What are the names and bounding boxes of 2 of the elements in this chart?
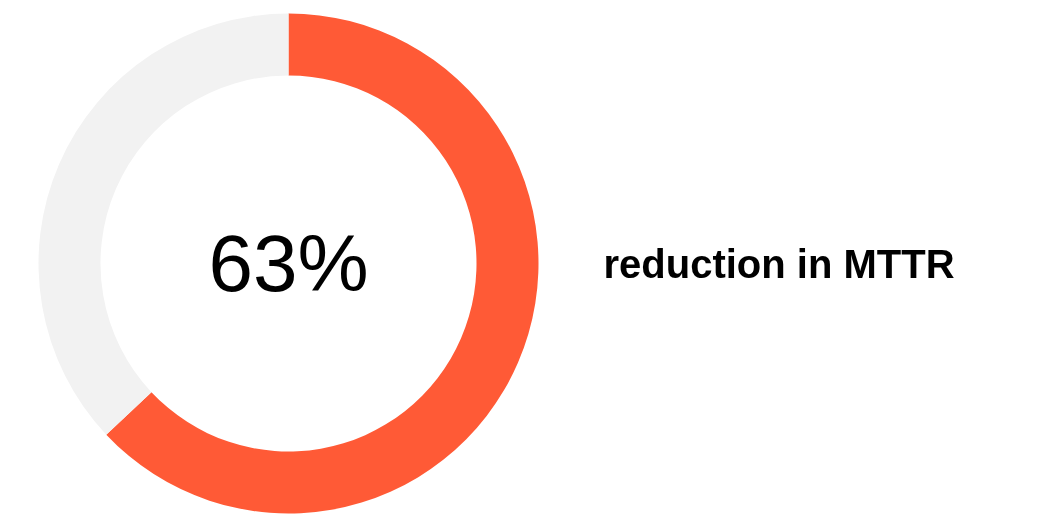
text: 63%: [208, 219, 369, 308]
text: reduction in MTTR: [603, 241, 955, 286]
